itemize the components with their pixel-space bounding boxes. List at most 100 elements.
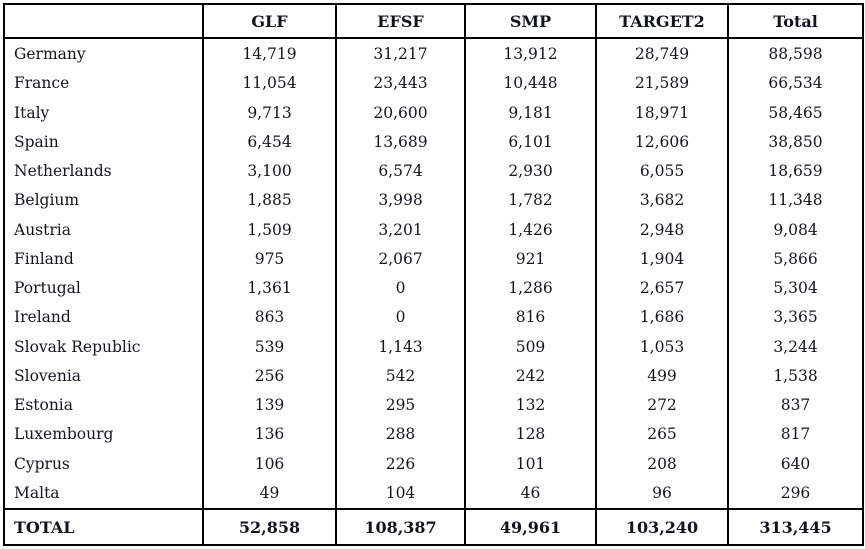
value-cell: 9,181 — [464, 98, 596, 128]
value-cell: 1,143 — [335, 331, 465, 362]
value-cell: 6,574 — [335, 156, 465, 186]
table-row: Luxembourg 136 288 128 265 817 — [4, 419, 863, 449]
value-cell: 3,201 — [335, 215, 465, 245]
value-cell: 88,598 — [727, 38, 863, 69]
value-cell: 96 — [595, 478, 728, 509]
value-cell: 104 — [335, 478, 465, 509]
value-cell: 139 — [202, 390, 336, 420]
column-header-smp: SMP — [464, 4, 596, 39]
table-row: Ireland 863 0 816 1,686 3,365 — [4, 302, 863, 332]
value-cell: 208 — [595, 448, 728, 479]
value-cell: 226 — [335, 448, 465, 479]
value-cell: 1,509 — [202, 215, 336, 245]
table-row: France 11,054 23,443 10,448 21,589 66,534 — [4, 68, 863, 99]
total-label: TOTAL — [4, 508, 203, 545]
table-header: GLF EFSF SMP TARGET2 Total — [4, 4, 863, 39]
table-row: Portugal 1,361 0 1,286 2,657 5,304 — [4, 273, 863, 303]
country-label: Finland — [14, 249, 74, 268]
value-cell: 256 — [202, 361, 336, 391]
value-cell: 58,465 — [727, 98, 863, 128]
country-label: Belgium — [14, 191, 80, 210]
value-cell: 1,538 — [727, 361, 863, 391]
table-row: Finland 975 2,067 921 1,904 5,866 — [4, 244, 863, 274]
value-cell: 11,348 — [727, 185, 863, 216]
country-label: Malta — [14, 484, 60, 503]
country-label: Spain — [14, 132, 59, 151]
value-cell: 21,589 — [595, 68, 728, 99]
value-cell: 1,885 — [202, 185, 336, 216]
value-cell: 23,443 — [335, 68, 465, 99]
value-cell: 3,365 — [727, 302, 863, 332]
value-cell: 101 — [464, 448, 596, 479]
value-cell: 28,749 — [595, 38, 728, 69]
value-cell: 31,217 — [335, 38, 465, 69]
value-cell: 18,971 — [595, 98, 728, 128]
value-cell: 6,101 — [464, 127, 596, 157]
table-row: Malta 49 104 46 96 296 — [4, 478, 863, 509]
value-cell: 2,657 — [595, 273, 728, 303]
total-value-cell: 108,387 — [335, 508, 465, 545]
column-header-efsf: EFSF — [335, 4, 465, 39]
country-label: Ireland — [14, 308, 71, 327]
table-row: Netherlands 3,100 6,574 2,930 6,055 18,659 — [4, 156, 863, 186]
value-cell: 1,426 — [464, 215, 596, 245]
column-header-total: Total — [727, 4, 863, 39]
country-label: Estonia — [14, 396, 74, 415]
table-row: Belgium 1,885 3,998 1,782 3,682 11,348 — [4, 185, 863, 216]
total-value-cell: 49,961 — [464, 508, 596, 545]
value-cell: 13,912 — [464, 38, 596, 69]
total-value-cell: 52,858 — [202, 508, 336, 545]
value-cell: 539 — [202, 331, 336, 362]
value-cell: 6,454 — [202, 127, 336, 157]
value-cell: 5,866 — [727, 244, 863, 274]
value-cell: 10,448 — [464, 68, 596, 99]
value-cell: 542 — [335, 361, 465, 391]
value-cell: 3,100 — [202, 156, 336, 186]
table-footer: TOTAL 52,858 108,387 49,961 103,240 313,445 — [4, 508, 863, 545]
country-label: Slovenia — [14, 366, 82, 385]
country-label: Germany — [14, 44, 86, 63]
table-row: Slovenia 256 542 242 499 1,538 — [4, 361, 863, 391]
table-row: Estonia 139 295 132 272 837 — [4, 390, 863, 420]
value-cell: 20,600 — [335, 98, 465, 128]
value-cell: 499 — [595, 361, 728, 391]
table-row: Cyprus 106 226 101 208 640 — [4, 448, 863, 479]
value-cell: 49 — [202, 478, 336, 509]
value-cell: 509 — [464, 331, 596, 362]
value-cell: 132 — [464, 390, 596, 420]
value-cell: 1,361 — [202, 273, 336, 303]
country-label: Netherlands — [14, 162, 112, 181]
value-cell: 3,998 — [335, 185, 465, 216]
table-row: Austria 1,509 3,201 1,426 2,948 9,084 — [4, 215, 863, 245]
value-cell: 837 — [727, 390, 863, 420]
table-row: Slovak Republic 539 1,143 509 1,053 3,244 — [4, 331, 863, 362]
value-cell: 1,686 — [595, 302, 728, 332]
value-cell: 863 — [202, 302, 336, 332]
value-cell: 817 — [727, 419, 863, 449]
value-cell: 11,054 — [202, 68, 336, 99]
value-cell: 14,719 — [202, 38, 336, 69]
header-row: GLF EFSF SMP TARGET2 Total — [4, 4, 863, 39]
value-cell: 1,053 — [595, 331, 728, 362]
table-row: Spain 6,454 13,689 6,101 12,606 38,850 — [4, 127, 863, 157]
value-cell: 2,948 — [595, 215, 728, 245]
total-value-cell: 103,240 — [595, 508, 728, 545]
value-cell: 128 — [464, 419, 596, 449]
value-cell: 18,659 — [727, 156, 863, 186]
value-cell: 272 — [595, 390, 728, 420]
value-cell: 295 — [335, 390, 465, 420]
column-header-glf: GLF — [202, 4, 336, 39]
country-label: Portugal — [14, 279, 81, 298]
table-row: Italy 9,713 20,600 9,181 18,971 58,465 — [4, 98, 863, 128]
table-body: Germany 14,719 31,217 13,912 28,749 88,598 Fra… — [4, 38, 863, 509]
value-cell: 816 — [464, 302, 596, 332]
value-cell: 9,713 — [202, 98, 336, 128]
value-cell: 3,682 — [595, 185, 728, 216]
value-cell: 2,930 — [464, 156, 596, 186]
value-cell: 136 — [202, 419, 336, 449]
value-cell: 66,534 — [727, 68, 863, 99]
value-cell: 5,304 — [727, 273, 863, 303]
total-value-cell: 313,445 — [727, 508, 863, 545]
